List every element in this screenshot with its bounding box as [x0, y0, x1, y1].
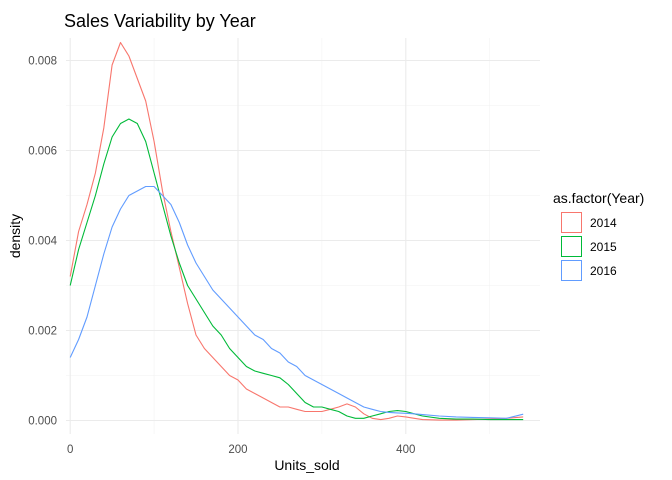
x-tick-label: 200: [228, 444, 247, 456]
x-axis-label: Units_sold: [274, 457, 339, 473]
legend-key-2014: [561, 212, 582, 233]
legend: as.factor(Year) 2014 2015 2016: [553, 190, 644, 281]
y-tick-label: 0.008: [28, 56, 57, 68]
y-tick-label: 0.002: [28, 326, 57, 338]
chart-title: Sales Variability by Year: [64, 11, 256, 31]
x-tick-label: 0: [67, 444, 73, 456]
y-tick-label: 0.000: [28, 416, 57, 428]
grid: [66, 38, 540, 434]
legend-key-bg: [561, 260, 581, 280]
legend-key-2016: [561, 260, 582, 281]
series-lines: [69, 41, 524, 421]
y-tick-label: 0.006: [28, 146, 57, 158]
legend-title: as.factor(Year): [553, 190, 644, 206]
legend-key-bg: [561, 236, 581, 256]
legend-label-2016: 2016: [590, 264, 617, 278]
y-axis-label: density: [7, 214, 23, 258]
y-axis-ticks: 0.000 0.002 0.004 0.006 0.008: [28, 56, 57, 428]
x-tick-label: 400: [396, 444, 415, 456]
y-tick-label: 0.004: [28, 236, 57, 248]
legend-key-bg: [561, 212, 581, 232]
density-line-2014: [69, 41, 524, 421]
density-line-2015: [69, 118, 524, 421]
legend-label-2014: 2014: [590, 216, 617, 230]
density-line-2016: [69, 185, 524, 419]
legend-label-2015: 2015: [590, 240, 617, 254]
legend-key-2015: [561, 236, 582, 257]
x-axis-ticks: 0 200 400: [67, 444, 415, 456]
